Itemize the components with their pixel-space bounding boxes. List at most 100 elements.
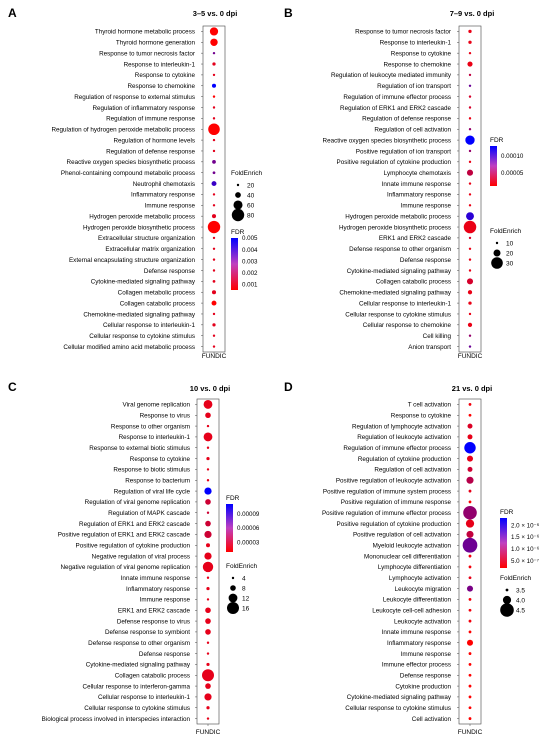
y-tick-label: Collagen catabolic process: [115, 673, 190, 680]
size-legend-dot: [236, 183, 240, 187]
fdr-color-bar: [490, 146, 497, 186]
y-tick-label: Inflammatory response: [387, 192, 452, 199]
y-tick-label: Lymphocyte activation: [389, 575, 452, 582]
y-tick-label: Innate immune response: [382, 181, 452, 188]
x-axis-label: FUNDIC: [458, 729, 483, 736]
data-point: [204, 530, 212, 539]
y-tick-label: Cellular response to interferon-gamma: [83, 683, 191, 690]
data-point: [468, 301, 472, 305]
data-point: [468, 695, 472, 699]
fdr-legend-title: FDR: [231, 229, 245, 236]
y-tick-label: Positive regulation of immune system pro…: [323, 488, 451, 495]
y-tick-label: Regulation of lymphocyte activation: [352, 423, 452, 430]
data-point: [467, 61, 473, 67]
y-tick-label: ERK1 and ERK2 cascade: [118, 608, 191, 615]
y-tick-label: Innate immune response: [121, 575, 191, 582]
fdr-legend-label: 2.0 × 10⁻⁶: [511, 522, 540, 529]
y-tick-label: Response to virus: [140, 413, 190, 420]
y-tick-label: Viral genome replication: [123, 402, 191, 409]
data-point: [209, 27, 219, 36]
data-point: [206, 456, 210, 461]
data-point: [211, 214, 217, 219]
size-legend-label: 40: [247, 192, 255, 199]
data-point: [468, 193, 472, 196]
data-point: [212, 117, 216, 120]
y-tick-label: Positive regulation of ERK1 and ERK2 cas…: [58, 532, 191, 539]
y-tick-label: Defense response: [139, 651, 191, 658]
fdr-legend-title: FDR: [226, 495, 240, 502]
data-point: [465, 519, 475, 528]
data-point: [467, 322, 473, 327]
y-tick-label: Chemokine-mediated signaling pathway: [339, 290, 452, 297]
data-point: [467, 423, 473, 429]
y-tick-label: Immune response: [401, 651, 452, 658]
data-point: [212, 247, 216, 250]
data-point: [468, 160, 472, 164]
size-legend-dot: [500, 603, 514, 617]
data-point: [468, 312, 472, 316]
data-point: [212, 106, 216, 109]
size-legend-dot: [495, 241, 499, 245]
fdr-legend-label: 5.0 × 10⁻⁷: [511, 558, 539, 565]
size-legend-label: 4.0: [516, 597, 525, 604]
y-tick-label: Cellular response to chemokine: [363, 322, 452, 329]
fdr-legend-label: 1.5 × 10⁻⁶: [511, 534, 540, 541]
y-tick-label: Neutrophil chemotaxis: [133, 181, 195, 188]
data-point: [468, 182, 472, 185]
data-point: [206, 479, 210, 482]
data-point: [205, 629, 211, 635]
chart-title: 7–9 vs. 0 dpi: [450, 9, 495, 18]
y-tick-label: Cellular response to cytokine stimulus: [89, 333, 195, 340]
y-tick-label: Leukocyte migration: [395, 586, 452, 593]
y-tick-label: Hydrogen peroxide metabolic process: [89, 213, 195, 220]
y-tick-label: Extracellular structure organization: [98, 235, 195, 242]
data-point: [212, 236, 216, 240]
y-tick-label: Cytokine-mediated signaling pathway: [86, 662, 191, 669]
y-tick-label: Cellular modified amino acid metabolic p…: [63, 344, 195, 351]
size-legend-dot: [227, 602, 239, 614]
data-point: [468, 663, 472, 666]
data-point: [212, 312, 216, 316]
size-legend-label: 60: [247, 202, 255, 209]
y-tick-label: Cytokine production: [395, 683, 451, 690]
y-tick-label: Lymphocyte differentiation: [378, 564, 452, 571]
data-point: [468, 489, 472, 493]
data-point: [466, 585, 474, 592]
y-tick-label: Positive regulation of cytokine producti…: [337, 159, 452, 166]
y-tick-label: Immune effector process: [382, 662, 451, 669]
panel-letter: A: [8, 6, 17, 20]
data-point: [212, 323, 216, 327]
data-point: [468, 706, 472, 710]
y-tick-label: Cell activation: [412, 716, 452, 723]
y-tick-label: Regulation of hormone levels: [113, 137, 195, 144]
y-tick-label: Negative regulation of viral process: [92, 553, 190, 560]
data-point: [468, 334, 472, 337]
size-legend-label: 4: [242, 575, 246, 582]
y-tick-label: Defense response to virus: [117, 618, 190, 625]
y-tick-label: Regulation of immune effector process: [343, 445, 451, 452]
data-point: [206, 717, 210, 720]
data-point: [206, 511, 210, 514]
y-tick-label: Cellular response to interleukin-1: [359, 300, 452, 307]
y-tick-label: Phenol-containing compound metabolic pro…: [61, 170, 195, 177]
data-point: [468, 84, 472, 87]
y-tick-label: Cellular response to cytokine stimulus: [345, 705, 451, 712]
data-point: [211, 290, 217, 295]
data-point: [468, 652, 472, 655]
y-tick-label: T cell activation: [408, 402, 452, 409]
data-point: [205, 499, 211, 505]
y-tick-label: Regulation of viral genome replication: [85, 499, 191, 506]
y-tick-label: Regulation of immune response: [106, 116, 195, 123]
data-point: [212, 258, 216, 261]
data-point: [468, 247, 472, 250]
size-legend-dot: [505, 588, 509, 592]
data-point: [207, 220, 221, 234]
y-tick-label: Inflammatory response: [126, 586, 191, 593]
size-legend-dot: [231, 576, 235, 580]
data-point: [206, 586, 210, 591]
y-tick-label: Collagen catabolic process: [120, 300, 195, 307]
data-point: [468, 117, 472, 120]
size-legend-title: FoldEnrich: [231, 170, 262, 177]
y-tick-label: Immune response: [145, 203, 196, 210]
